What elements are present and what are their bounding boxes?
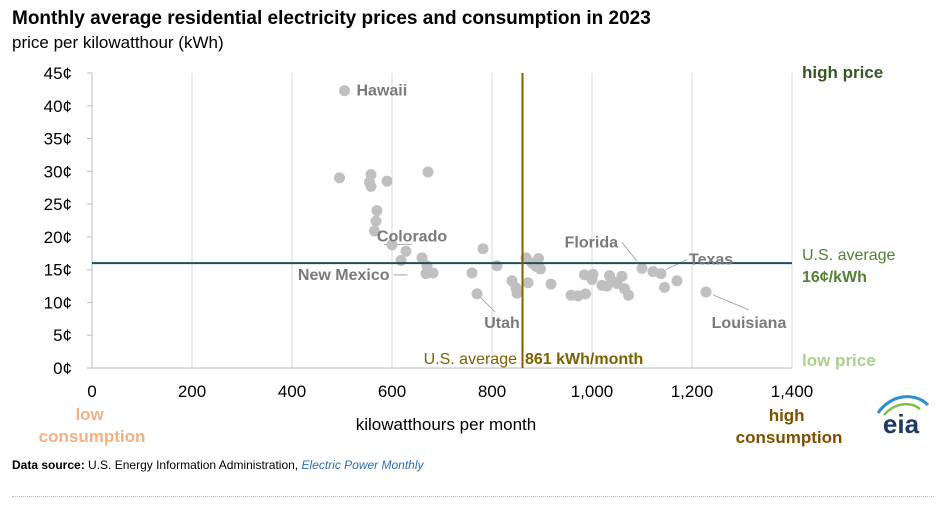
data-point: [700, 286, 712, 298]
chart-subtitle: price per kilowatthour (kWh): [12, 33, 224, 52]
low-consumption-annotation: low consumption: [39, 405, 146, 446]
data-source: Data source: U.S. Energy Information Adm…: [12, 458, 424, 472]
y-tick-label: 45¢: [44, 64, 72, 83]
label-leader-line: [621, 242, 638, 262]
data-point: [616, 270, 628, 282]
state-label: Texas: [689, 252, 733, 269]
label-leader-line: [480, 297, 496, 313]
data-point: [623, 289, 634, 301]
data-point: [371, 205, 383, 217]
state-label: New Mexico: [298, 267, 390, 284]
data-point: [545, 278, 557, 290]
data-points: [334, 85, 712, 302]
us-average-price-value: 16¢/kWh: [802, 269, 867, 286]
gridlines: [91, 73, 793, 369]
y-tick-label: 35¢: [44, 130, 72, 149]
scatter-chart: 0¢ 5¢ 10¢ 15¢ 20¢ 25¢ 30¢ 35¢ 40¢ 45¢ 0 200 400 600 8…: [39, 63, 896, 447]
data-point: [522, 277, 534, 289]
data-point: [535, 263, 546, 275]
x-tick-label: 800: [478, 382, 506, 401]
x-tick-label: 600: [378, 382, 406, 401]
label-leader-line: [712, 294, 750, 311]
bottom-divider: [12, 496, 934, 497]
y-tick-label: 10¢: [44, 293, 72, 312]
data-point: [533, 253, 544, 265]
us-average-consumption-prefix: U.S. average: [424, 351, 517, 368]
y-tick-label: 25¢: [44, 195, 72, 214]
data-point: [400, 245, 412, 257]
x-tick-label: 200: [178, 382, 206, 401]
high-price-annotation: high price: [802, 63, 883, 82]
data-point: [334, 172, 345, 184]
data-point: [491, 260, 503, 272]
y-tick-label: 20¢: [44, 228, 72, 247]
data-source-label: Data source:: [12, 458, 85, 472]
state-label: Colorado: [377, 228, 447, 245]
data-point: [427, 267, 439, 279]
y-tick-label: 40¢: [44, 97, 72, 116]
y-tick-label: 30¢: [44, 162, 72, 181]
x-tick-label: 1,000: [571, 382, 614, 401]
x-axis-label: kilowatthours per month: [356, 415, 536, 434]
x-tick-label: 400: [278, 382, 306, 401]
data-point: [671, 275, 683, 287]
eia-logo-icon[interactable]: eia: [868, 393, 934, 437]
data-point: [381, 175, 393, 187]
state-labels: Hawaii Colorado New Mexico Utah Florida Texas…: [298, 83, 787, 332]
data-point: [339, 85, 350, 97]
publication-link[interactable]: Electric Power Monthly: [301, 458, 424, 472]
x-tick-label: 1,400: [771, 382, 814, 401]
x-axis-ticks: 0 200 400 600 800 1,000 1,200 1,400: [87, 382, 813, 401]
data-source-text: U.S. Energy Information Administration,: [88, 458, 299, 472]
data-point: [416, 252, 428, 264]
y-axis-ticks: 0¢ 5¢ 10¢ 15¢ 20¢ 25¢ 30¢ 35¢ 40¢ 45¢: [44, 64, 92, 378]
data-point: [369, 225, 380, 237]
data-point: [511, 287, 523, 299]
state-label: Utah: [484, 315, 520, 332]
y-tick-label: 0¢: [53, 359, 72, 378]
data-point: [587, 268, 599, 280]
state-label: Florida: [565, 234, 618, 251]
state-label: Louisiana: [712, 315, 787, 332]
data-point: [395, 254, 407, 266]
data-point: [466, 267, 478, 279]
data-point: [386, 239, 398, 251]
x-tick-label: 0: [87, 382, 96, 401]
data-point: [370, 215, 382, 227]
us-average-price-label: U.S. average: [802, 247, 895, 264]
y-tick-label: 5¢: [53, 326, 72, 345]
eia-logo-text: eia: [883, 409, 920, 437]
data-point: [477, 243, 489, 255]
x-tick-label: 1,200: [671, 382, 714, 401]
y-tick-label: 15¢: [44, 261, 72, 280]
data-point: [659, 281, 670, 293]
low-price-annotation: low price: [802, 351, 876, 370]
data-point: [471, 288, 483, 300]
data-point: [422, 166, 434, 178]
us-average-consumption-value: 861 kWh/month: [525, 351, 643, 368]
data-point: [580, 288, 591, 300]
label-leader-line: [665, 259, 688, 271]
data-point: [636, 262, 648, 274]
state-label: Hawaii: [357, 83, 408, 100]
reference-lines: [92, 73, 792, 368]
data-point: [655, 268, 667, 280]
high-consumption-annotation: high consumption: [736, 406, 843, 447]
chart-title: Monthly average residential electricity …: [12, 8, 651, 29]
data-point: [365, 180, 377, 192]
